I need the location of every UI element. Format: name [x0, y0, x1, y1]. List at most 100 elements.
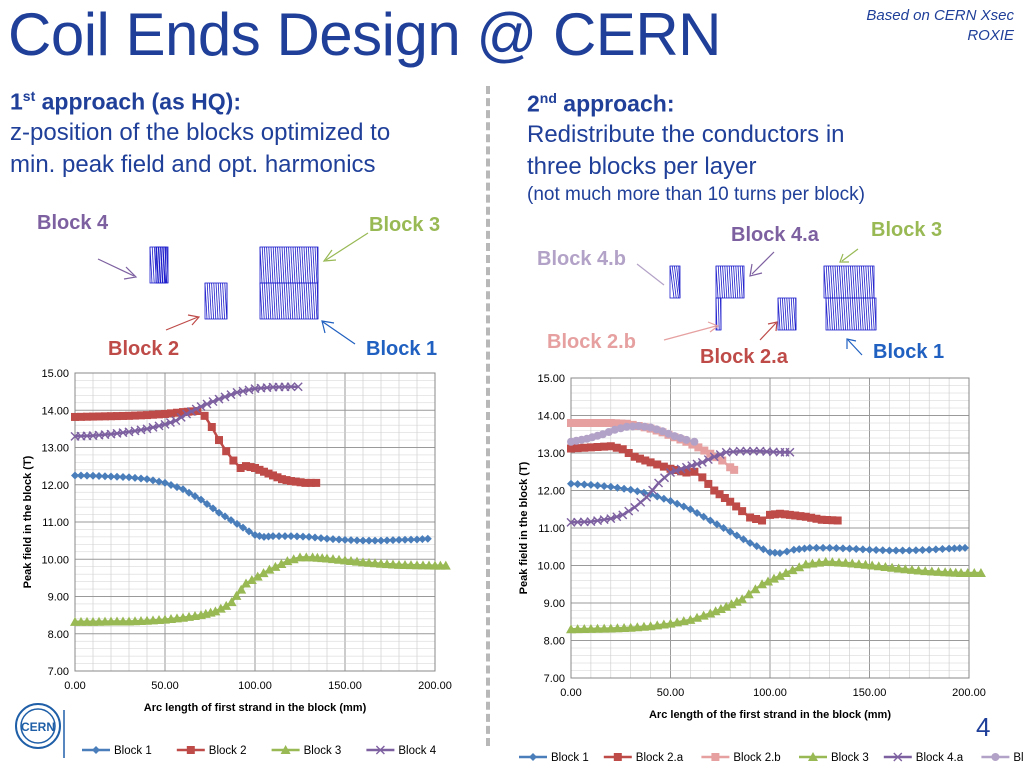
c0-series-point-0 — [155, 477, 163, 486]
c0-series-point-1 — [149, 410, 157, 419]
c1-series-point-0 — [732, 531, 741, 540]
credit-note: Based on CERN Xsec ROXIE — [814, 6, 1014, 46]
c0-series-point-0 — [179, 485, 187, 494]
c1-series-point-1 — [659, 462, 668, 471]
c1-series-point-0 — [699, 512, 708, 521]
c1-series-point-0 — [626, 485, 635, 494]
c0-series-point-2 — [252, 571, 263, 581]
c1-series-point-0 — [679, 502, 688, 511]
c0-series-point-0 — [89, 471, 97, 480]
c1-series-point-0 — [789, 545, 798, 554]
c1-series-point-1 — [593, 443, 602, 451]
c0-series-point-1 — [183, 407, 192, 416]
c0-series-point-2 — [236, 584, 247, 594]
c1-ytick-label: 13.00 — [537, 448, 565, 460]
c1-series-point-1 — [698, 473, 707, 482]
c1-legend-marker-4-b — [893, 752, 903, 762]
c1-series-point-1 — [833, 516, 842, 525]
c1-series-point-4-b — [742, 446, 752, 456]
c0-series-point-3 — [176, 412, 186, 422]
c1-series-point-0 — [600, 482, 609, 491]
left-approach-text: 1st approach (as HQ): z-position of the … — [10, 88, 480, 182]
c1-series-point-1 — [801, 512, 810, 521]
c1-series-point-5 — [616, 424, 625, 433]
c1-series-point-3 — [853, 559, 864, 569]
c0-legend-marker-0 — [92, 746, 100, 754]
c1-series-point-1 — [791, 511, 800, 520]
c0-legend-marker-2 — [280, 745, 291, 754]
slide-number: 4 — [976, 712, 991, 742]
label-block4a: Block 4.a — [731, 224, 819, 246]
c0-legend-marker-1 — [186, 746, 195, 754]
c0-series-point-2 — [322, 553, 332, 563]
c1-series-point-0 — [938, 545, 947, 553]
c1-series-point-4-b — [671, 466, 681, 476]
c1-series-point-4 — [642, 492, 652, 502]
c0-series-point-3 — [293, 382, 303, 392]
c1-series-point-4 — [728, 447, 738, 457]
c0-series-point-1 — [119, 411, 127, 420]
c1-series-point-4-b — [579, 517, 589, 527]
c0-series-point-3-b — [214, 394, 224, 404]
c1-series-point-4-b — [642, 492, 652, 502]
c0-legend-marker-3-b — [375, 745, 385, 755]
c1-series-point-3 — [763, 576, 774, 586]
c0-series-point-3 — [214, 394, 224, 404]
c1-series-point-1 — [720, 494, 729, 502]
label-block2a: Block 2.a — [700, 346, 788, 368]
c1-series-point-1 — [630, 452, 639, 461]
c1-series-point-4-b — [586, 517, 596, 527]
c1-series-point-3 — [599, 623, 610, 633]
c0-series-point-2 — [270, 561, 281, 571]
c1-series-point-1 — [752, 515, 761, 523]
c0-series-point-1 — [207, 423, 216, 432]
c0-series-point-1 — [296, 478, 305, 487]
c0-series-point-0 — [317, 534, 325, 543]
c1-series-point-3 — [566, 624, 576, 634]
c1-series-point-5 — [682, 435, 691, 444]
c0-series-point-1 — [312, 478, 321, 487]
c1-series-point-3 — [780, 568, 791, 577]
c1-series-point-1 — [758, 516, 767, 525]
c1-series-point-5 — [634, 422, 643, 430]
c0-series-point-0 — [353, 536, 361, 545]
c1-series-point-0 — [950, 544, 959, 553]
c1-series-point-3 — [743, 589, 754, 599]
c1-series-point-4-b — [687, 461, 697, 471]
c0-series-point-0 — [173, 483, 181, 492]
c0-series-point-0 — [161, 478, 169, 487]
c1-series-point-3 — [920, 566, 931, 576]
c0-ytick-label: 11.00 — [42, 517, 69, 529]
left-heading: 1st approach (as HQ): — [10, 88, 480, 116]
c1-series-point-2 — [606, 419, 615, 427]
c1-series-point-4-b — [697, 457, 707, 467]
c1-series-point-0 — [905, 546, 914, 555]
c0-series-point-0 — [221, 512, 229, 521]
c1-series-point-1 — [690, 467, 699, 476]
c0-series-point-0 — [293, 532, 301, 541]
c0-legend: Block 1 Block 2 Block 3 Block 4 — [82, 745, 437, 757]
c1-series-point-0 — [838, 544, 847, 553]
c1-series-point-0 — [706, 516, 715, 525]
label-block4b: Block 4.b — [537, 248, 626, 270]
c1-series-point-1 — [677, 467, 686, 476]
c1-series-point-0 — [593, 481, 602, 490]
c1-series-point-0 — [573, 480, 582, 489]
c0-series-point-1 — [222, 447, 231, 456]
credit-line-1: Based on CERN Xsec — [866, 7, 1014, 24]
c1-series-point-4-b — [728, 447, 738, 457]
c0-series-point-3-b — [232, 387, 242, 397]
c0-xtick-label: 0.00 — [64, 680, 85, 692]
c0-series-point-2 — [246, 575, 257, 585]
c1-series-point-3 — [612, 623, 623, 633]
c0-series-point-3-b — [182, 409, 192, 419]
label-block2: Block 2 — [108, 338, 180, 360]
c1-series-point-4-b — [735, 446, 745, 456]
c0-series-0 — [71, 471, 432, 545]
c1-series-point-4 — [721, 447, 731, 457]
c1-series-point-0 — [693, 509, 702, 517]
c1-series-point-5 — [622, 422, 631, 431]
c0-ytick-label: 10.00 — [41, 554, 69, 566]
c0-series-point-3 — [191, 404, 201, 414]
